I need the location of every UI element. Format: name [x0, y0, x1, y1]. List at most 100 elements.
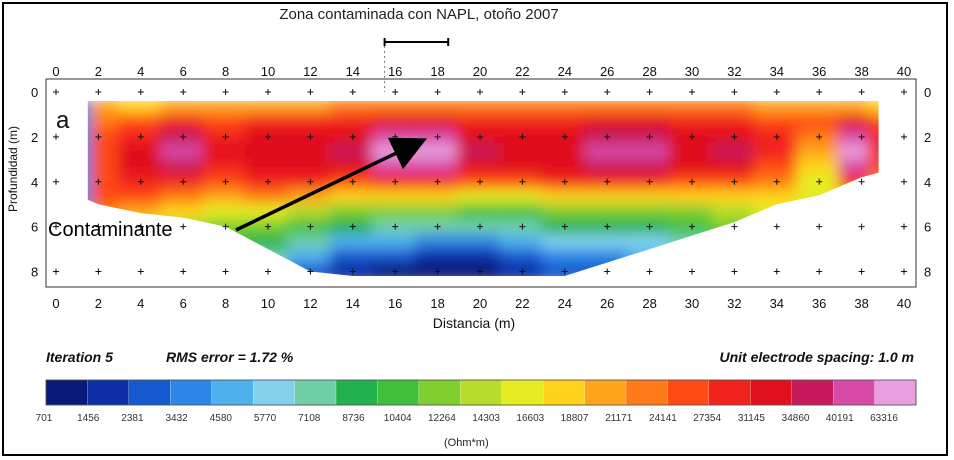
electrode-point [858, 133, 865, 140]
x-tick-top-label: 32 [727, 64, 741, 79]
colorbar-tick-label: 5770 [254, 413, 277, 424]
x-tick-bottom-label: 40 [897, 296, 911, 311]
electrode-point [689, 178, 695, 185]
electrode-point [137, 268, 144, 275]
x-tick-bottom-label: 12 [303, 296, 317, 311]
section-cell [91, 100, 122, 118]
electrode-point [137, 223, 144, 230]
x-tick-bottom-label: 22 [515, 296, 529, 311]
section-cell [160, 188, 207, 208]
x-tick-bottom-label: 26 [600, 296, 614, 311]
electrode-point [604, 89, 611, 95]
section-cell [202, 203, 249, 223]
x-tick-bottom-label: 6 [180, 296, 187, 311]
contaminated-zone-bracket [383, 38, 450, 92]
electrode-point [307, 178, 314, 185]
y-tick-left-label: 6 [31, 220, 38, 235]
electrode-point [265, 268, 271, 275]
section-cell [244, 158, 292, 178]
electrode-point [604, 223, 611, 230]
electrode-point [858, 178, 865, 185]
section-cell [372, 233, 419, 253]
electrode-point [773, 89, 780, 95]
y-tick-left-label: 8 [31, 265, 38, 280]
x-tick-top-label: 26 [600, 64, 614, 79]
electrode-point [816, 89, 823, 95]
electrode-point [477, 89, 483, 95]
colorbar-tick-label: 8736 [342, 413, 365, 424]
section-cell [456, 143, 504, 163]
electrode-point [816, 178, 823, 185]
electrode-point [773, 133, 780, 140]
section-cell [87, 262, 96, 275]
section-cell [711, 233, 758, 253]
electrode-point [689, 133, 695, 140]
section-cell [287, 248, 334, 268]
section-cell [456, 100, 504, 118]
electrode-grid-points [53, 89, 907, 275]
section-cell [87, 200, 96, 213]
electrode-point [180, 133, 187, 140]
section-cell [499, 203, 546, 223]
section-cell [160, 143, 207, 163]
electrode-point [731, 89, 738, 95]
electrode-point [901, 223, 907, 230]
electrode-point [561, 133, 568, 140]
section-cell [202, 188, 249, 208]
section-cell [499, 158, 546, 178]
section-cell [541, 188, 588, 208]
electrode-point [561, 268, 568, 275]
electrode-point [561, 178, 568, 185]
colorbar-tick-label: 63316 [870, 413, 898, 424]
y-tick-right-label: 2 [924, 130, 931, 145]
section-cell [456, 248, 504, 268]
section-cell [584, 158, 631, 178]
electrode-point [646, 178, 653, 185]
panel-label: a [56, 107, 70, 134]
electrode-point [519, 133, 526, 140]
electrode-point [561, 89, 568, 95]
section-cell [117, 143, 164, 163]
section-cell [414, 100, 461, 118]
colorbar-tick-label: 31145 [738, 413, 766, 424]
section-cell [868, 263, 879, 276]
section-cell [796, 143, 843, 163]
x-tick-bottom-label: 20 [473, 296, 487, 311]
section-cell [541, 203, 588, 223]
x-tick-top-label: 18 [430, 64, 444, 79]
electrode-point [731, 223, 738, 230]
x-tick-bottom-label: 18 [430, 296, 444, 311]
chart-title: Zona contaminada con NAPL, otoño 2007 [279, 6, 559, 23]
section-cell [668, 100, 716, 118]
x-tick-top-label: 38 [854, 64, 868, 79]
section-cell [287, 143, 334, 163]
electrode-point [434, 178, 441, 185]
colorbar-tick-label: 40191 [826, 413, 854, 424]
x-tick-top-label: 28 [642, 64, 656, 79]
electrode-point [222, 178, 229, 185]
section-cell [626, 158, 673, 178]
section-cell [868, 158, 879, 178]
electrode-point [646, 89, 653, 95]
x-tick-bottom-label: 36 [812, 296, 826, 311]
colorbar-swatch [294, 379, 337, 406]
y-tick-right-label: 4 [924, 175, 931, 190]
electrode-point [434, 89, 441, 95]
colorbar-tick-label: 34860 [782, 413, 810, 424]
section-cell [668, 188, 716, 208]
section-cell [838, 203, 873, 223]
electrode-point [95, 268, 102, 275]
section-cell [287, 113, 334, 133]
section-cell [117, 158, 164, 178]
section-cell [868, 128, 879, 148]
x-tick-bottom-label: 14 [346, 296, 360, 311]
section-cell [372, 100, 419, 118]
electrode-point [858, 223, 865, 230]
colorbar-swatch [708, 379, 751, 406]
x-tick-top-label: 30 [685, 64, 699, 79]
electrode-point [392, 223, 399, 230]
x-tick-top-label: 36 [812, 64, 826, 79]
colorbar-tick-label: 16603 [516, 413, 544, 424]
y-tick-left-label: 4 [31, 175, 38, 190]
rms-error-label: RMS error = 1.72 % [166, 349, 294, 365]
